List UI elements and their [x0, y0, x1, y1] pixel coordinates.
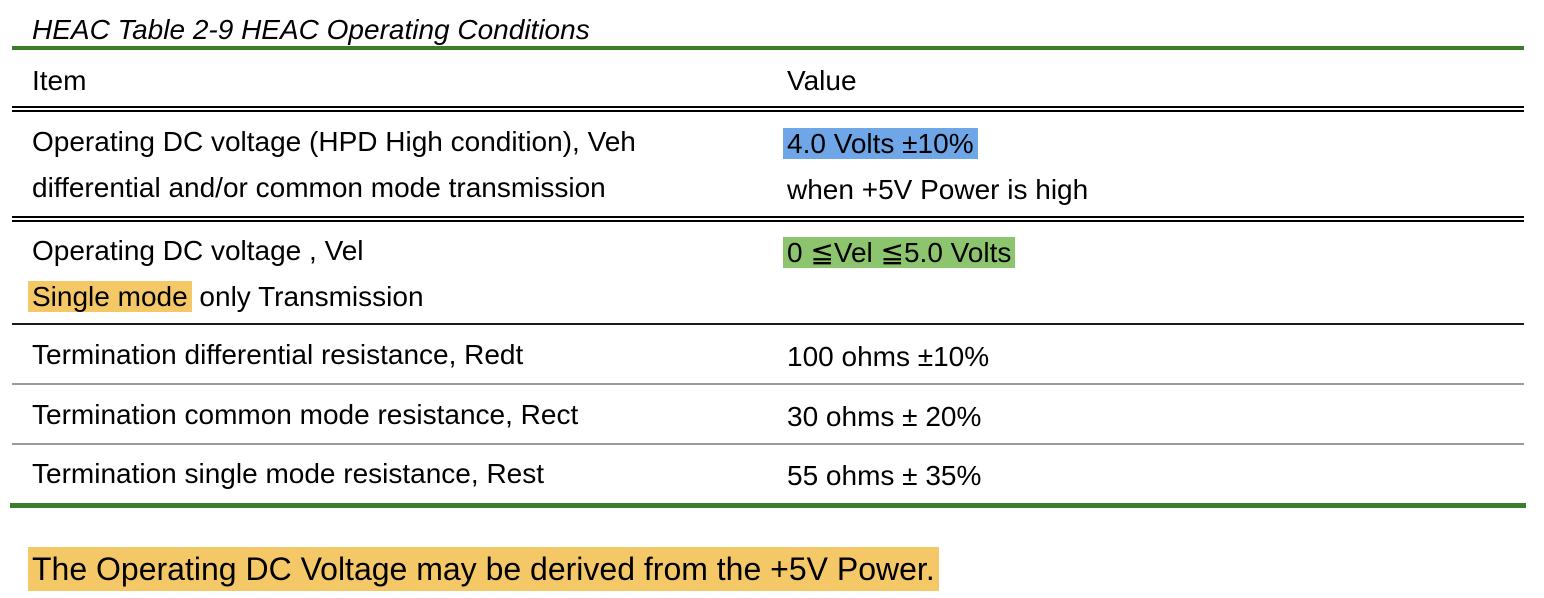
row1-item-line1: Operating DC voltage (HPD High condition…	[32, 126, 636, 157]
row1-double-rule	[12, 216, 1524, 222]
row1-value-highlight: 4.0 Volts ±10%	[783, 128, 978, 159]
header-value: Value	[787, 65, 857, 96]
row2-item-line1: Operating DC voltage , Vel	[32, 235, 364, 266]
row5-value: 55 ohms ± 35%	[787, 460, 982, 491]
row2-value-highlight: 0 ≦Vel ≦5.0 Volts	[783, 237, 1016, 268]
row4-item: Termination common mode resistance, Rect	[32, 399, 579, 430]
row2-item-line2: Single mode only Transmission	[28, 279, 424, 315]
header-item: Item	[32, 65, 87, 96]
header-double-rule	[12, 106, 1524, 112]
row3-item: Termination differential resistance, Red…	[32, 339, 524, 370]
row4-value: 30 ohms ± 20%	[787, 401, 982, 432]
row2-item-highlight: Single mode	[28, 281, 192, 312]
table-bottom-rule	[10, 503, 1526, 508]
row3-rule	[12, 383, 1524, 385]
row2-value: 0 ≦Vel ≦5.0 Volts	[783, 235, 1016, 271]
table-top-rule	[12, 46, 1524, 50]
row2-rule	[12, 323, 1524, 325]
row1-item-line2: differential and/or common mode transmis…	[32, 172, 606, 203]
row5-item: Termination single mode resistance, Rest	[32, 458, 545, 489]
row4-rule	[12, 443, 1524, 445]
table-caption: HEAC Table 2-9 HEAC Operating Conditions	[32, 14, 590, 45]
row1-value-line2: when +5V Power is high	[787, 174, 1089, 205]
highlighted-note: The Operating DC Voltage may be derived …	[28, 547, 939, 591]
row2-item-rest: only Transmission	[191, 281, 424, 312]
row1-value-line1: 4.0 Volts ±10%	[783, 126, 978, 162]
row3-value: 100 ohms ±10%	[787, 341, 990, 372]
